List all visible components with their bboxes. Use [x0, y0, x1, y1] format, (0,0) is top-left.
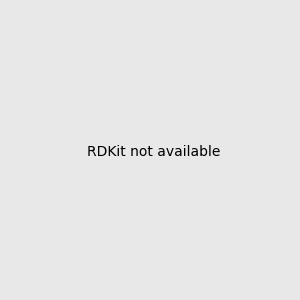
Text: RDKit not available: RDKit not available — [87, 145, 220, 158]
